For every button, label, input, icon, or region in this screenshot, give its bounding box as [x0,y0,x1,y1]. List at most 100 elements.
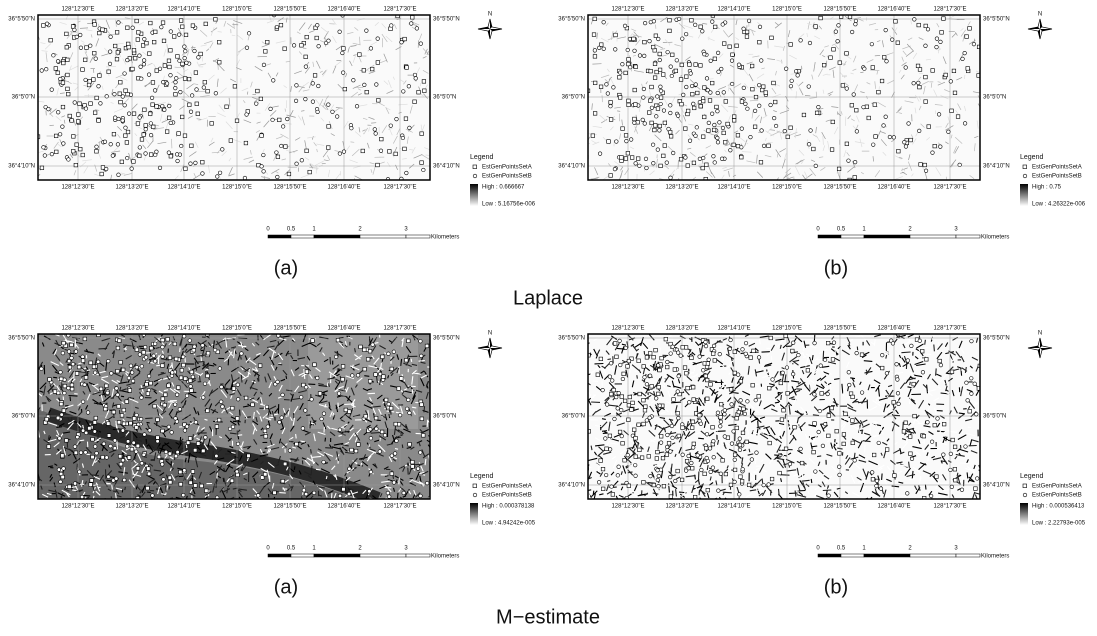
point-set-b [134,365,139,370]
point-set-a [403,116,409,121]
point-set-b [46,107,51,112]
latitude-label: 36°5'0"N [983,95,1006,101]
point-set-b [657,57,662,63]
point-set-b [276,334,281,338]
point-set-b [280,392,285,397]
point-set-b [259,164,264,169]
point-set-b [421,167,426,173]
point-set-a [379,136,384,142]
point-set-a [739,155,744,160]
point-set-a [194,101,199,106]
point-set-b [126,375,132,381]
point-set-a [702,471,707,476]
point-set-a [41,23,46,28]
point-set-a [59,401,64,407]
point-set-b [782,129,787,134]
point-set-b [731,429,736,434]
point-set-b [609,361,614,366]
point-set-b [146,373,152,379]
panel-caption: (b) [824,576,848,598]
point-set-a [90,454,95,460]
point-set-a [663,337,668,342]
point-set-a [643,404,648,409]
point-set-a [404,358,409,363]
point-set-a [200,160,205,165]
point-set-a [679,477,685,482]
point-set-b [722,434,727,439]
point-set-a [912,413,917,419]
point-set-b [51,53,56,58]
point-set-a [767,386,772,391]
point-set-b [894,362,899,367]
point-set-a [703,176,708,180]
point-set-b [807,40,813,46]
point-set-a [660,456,666,461]
point-set-a [662,120,667,125]
point-set-a [61,408,66,413]
point-set-b [139,364,144,369]
map-raster [588,334,980,499]
point-set-b [44,67,49,72]
point-set-b [310,81,315,86]
point-set-b [181,354,186,359]
legend-label: EstGenPointsSetA [1032,165,1082,171]
point-set-a [76,112,81,117]
legend-symbol-b [472,173,478,179]
point-set-b [177,407,182,412]
point-set-a [939,30,944,35]
point-set-b [633,473,638,478]
point-set-b [397,413,403,418]
point-set-b [349,126,354,131]
point-set-b [106,359,111,364]
point-set-b [354,104,360,109]
scale-label: 2 [908,546,912,552]
point-set-b [648,373,653,378]
point-set-a [361,68,366,73]
point-set-b [618,362,623,368]
point-set-a [183,166,188,171]
point-set-b [368,46,374,51]
point-set-a [608,117,614,122]
point-set-b [616,390,621,396]
map-background [588,15,980,180]
point-set-b [650,142,656,147]
latitude-label: 36°4'10"N [983,483,1010,489]
longitude-label: 128°15'0"E [772,7,802,13]
point-set-a [651,44,656,50]
point-set-a [630,155,635,160]
point-set-a [150,80,156,85]
point-set-a [657,51,662,57]
point-set-b [129,166,134,171]
point-set-b [149,95,155,101]
point-set-a [263,434,268,439]
point-set-a [837,451,842,456]
point-set-b [141,452,146,457]
point-set-b [972,381,977,386]
point-set-b [415,466,421,471]
point-set-b [721,90,726,95]
point-set-a [685,385,690,391]
scale-segment [290,553,315,558]
point-set-b [712,160,717,165]
point-set-a [675,468,680,474]
point-set-b [406,84,411,89]
point-set-b [887,134,892,140]
scale-segment [359,553,407,558]
point-set-b [718,424,723,429]
point-set-a [751,348,756,353]
point-set-b [299,395,304,400]
point-set-a [876,90,881,95]
point-set-a [885,447,890,452]
point-set-a [393,151,398,157]
point-set-b [656,484,661,489]
point-set-b [143,344,148,350]
point-set-b [294,83,299,88]
point-set-b [788,84,794,89]
longitude-label: 128°17'30"E [933,326,966,332]
longitude-label: 128°14'10"E [717,185,750,191]
point-set-a [172,341,177,347]
point-set-a [623,133,629,138]
point-set-b [813,163,818,168]
point-set-a [64,438,69,443]
point-set-b [202,381,208,386]
